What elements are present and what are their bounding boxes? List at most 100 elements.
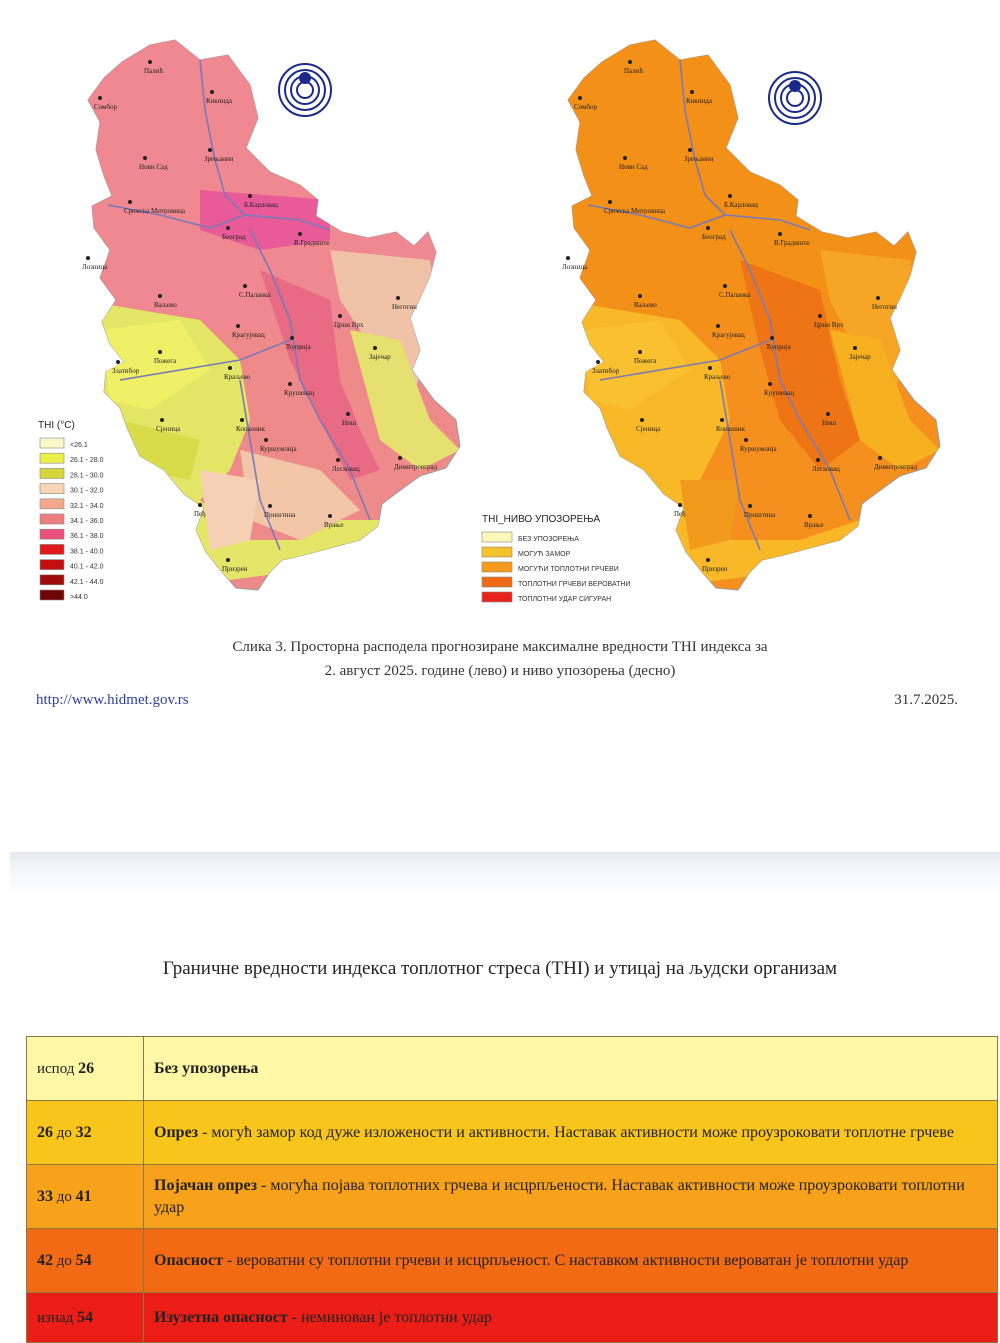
city-label: С.Паланка xyxy=(719,291,751,299)
legend-label: 40.1 - 42.0 xyxy=(70,564,104,571)
range-word: изнад xyxy=(37,1309,74,1326)
range-word: до xyxy=(53,1124,76,1141)
city-marker xyxy=(226,226,230,230)
level-title: Опасност xyxy=(154,1251,223,1269)
city-label: Крагујевац xyxy=(712,331,745,339)
city-label: Краљево xyxy=(224,373,251,381)
thi-description-cell: Изузетна опасност - неминован је топлотн… xyxy=(143,1292,998,1343)
thi-range-cell: 33 до 41 xyxy=(26,1164,144,1229)
city-marker xyxy=(240,418,244,422)
rhmz-logo-right xyxy=(768,71,822,125)
city-label: Врање xyxy=(804,521,823,529)
page-separator xyxy=(10,852,1000,894)
range-value: 41 xyxy=(75,1187,92,1205)
city-marker xyxy=(716,324,720,328)
city-label: С.Паланка xyxy=(239,291,271,299)
city-label: Б.Карловац xyxy=(724,201,758,209)
city-label: Ниш xyxy=(822,419,837,427)
city-marker xyxy=(396,296,400,300)
city-label: Ћуприја xyxy=(766,343,792,351)
figure-caption-line2: 2. август 2025. године (лево) и ниво упо… xyxy=(324,663,676,679)
city-marker xyxy=(128,200,132,204)
table-row: 26 до 32 Опрез - могућ замор код дуже изл… xyxy=(26,1100,998,1165)
city-label: Б.Карловац xyxy=(244,201,278,209)
city-marker xyxy=(623,156,627,160)
legend-label: 38.1 - 40.0 xyxy=(70,548,104,555)
city-marker xyxy=(226,558,230,562)
warning-legend-title: ТHI_НИВО УПОЗОРЕЊА xyxy=(482,514,600,525)
legend-swatch xyxy=(481,576,513,588)
city-label: Копаоник xyxy=(236,425,266,433)
city-label: Неготин xyxy=(872,303,897,311)
city-label: Зрењанин xyxy=(204,155,234,163)
legend-label: 26.1 - 28.0 xyxy=(70,457,104,464)
city-marker xyxy=(208,148,212,152)
range-word: до xyxy=(53,1188,76,1205)
legend-swatch xyxy=(39,528,65,540)
city-label: Крагујевац xyxy=(232,331,265,339)
table-row: испод 26 Без упозорења xyxy=(26,1036,998,1101)
thi-legend: ТHI (°C) <26.1 26.1 - 28.0 28.1 - 30.0 30.1… xyxy=(38,420,104,601)
warning-level-legend: ТHI_НИВО УПОЗОРЕЊА БЕЗ УПОЗОРЕЊА МОГУЋ ЗА… xyxy=(481,514,630,603)
city-marker xyxy=(770,336,774,340)
city-marker xyxy=(728,194,732,198)
city-marker xyxy=(816,458,820,462)
thi-range-cell: испод 26 xyxy=(26,1036,144,1101)
city-marker xyxy=(638,294,642,298)
legend-swatch xyxy=(39,574,65,586)
city-label: Златибор xyxy=(592,367,620,375)
city-marker xyxy=(398,456,402,460)
city-marker xyxy=(338,314,342,318)
legend-swatch xyxy=(39,513,65,525)
legend-swatch xyxy=(39,452,65,464)
city-marker xyxy=(228,366,232,370)
legend-label: МОГУЋИ ТОПЛОТНИ ГРЧЕВИ xyxy=(518,566,619,573)
city-marker xyxy=(98,96,102,100)
city-label: Крушевац xyxy=(284,389,314,397)
legend-swatch xyxy=(481,591,513,603)
level-description: - могућ замор код дуже изложености и акт… xyxy=(198,1123,954,1141)
thi-legend-title: ТHI (°C) xyxy=(38,420,75,431)
thi-range-cell: 26 до 32 xyxy=(26,1100,144,1165)
range-value: 42 xyxy=(37,1251,53,1269)
city-marker xyxy=(748,504,752,508)
city-label: Кикинда xyxy=(206,97,233,105)
city-marker xyxy=(566,256,570,260)
city-label: Краљево xyxy=(704,373,731,381)
range-word: испод xyxy=(37,1060,75,1077)
hidmet-link[interactable]: http://www.hidmet.gov.rs xyxy=(36,692,189,708)
range-value: 54 xyxy=(77,1308,94,1326)
city-label: Београд xyxy=(702,233,726,241)
city-label: Неготин xyxy=(392,303,417,311)
city-label: Копаоник xyxy=(716,425,746,433)
legend-label: 34.1 - 36.0 xyxy=(70,518,104,525)
legend-swatch xyxy=(39,468,65,479)
city-marker xyxy=(116,360,120,364)
city-label: Сремска Митровица xyxy=(604,207,666,215)
city-marker xyxy=(826,412,830,416)
city-marker xyxy=(236,324,240,328)
city-label: Ваљево xyxy=(154,301,177,309)
thi-maps-figure: Палић Палић Сомбор Сомбор Кикинда Кикинда Зрењ… xyxy=(38,39,941,603)
city-marker xyxy=(148,60,152,64)
thi-description-cell: Опасност - вероватни су топлотни грчеви … xyxy=(143,1228,998,1293)
legend-label: БЕЗ УПОЗОРЕЊА xyxy=(518,536,579,543)
thi-range-cell: изнад 54 xyxy=(26,1292,144,1343)
city-label: Зрењанин xyxy=(684,155,714,163)
city-label: Димитровград xyxy=(394,463,438,471)
city-marker xyxy=(768,382,772,386)
legend-swatch xyxy=(39,559,65,570)
city-marker xyxy=(640,418,644,422)
city-label: Куршумлија xyxy=(260,445,298,453)
legend-label: 28.1 - 30.0 xyxy=(70,472,104,479)
city-marker xyxy=(160,418,164,422)
city-label: Пожега xyxy=(634,357,657,365)
city-label: Кикинда xyxy=(686,97,713,105)
city-marker xyxy=(723,284,727,288)
city-label: Лозница xyxy=(562,263,588,271)
legend-label: 42.1 - 44.0 xyxy=(70,579,104,586)
legend-label: >44.0 xyxy=(70,594,88,601)
city-label: Златибор xyxy=(112,367,140,375)
city-marker xyxy=(628,60,632,64)
city-label: Сјеница xyxy=(636,425,661,433)
